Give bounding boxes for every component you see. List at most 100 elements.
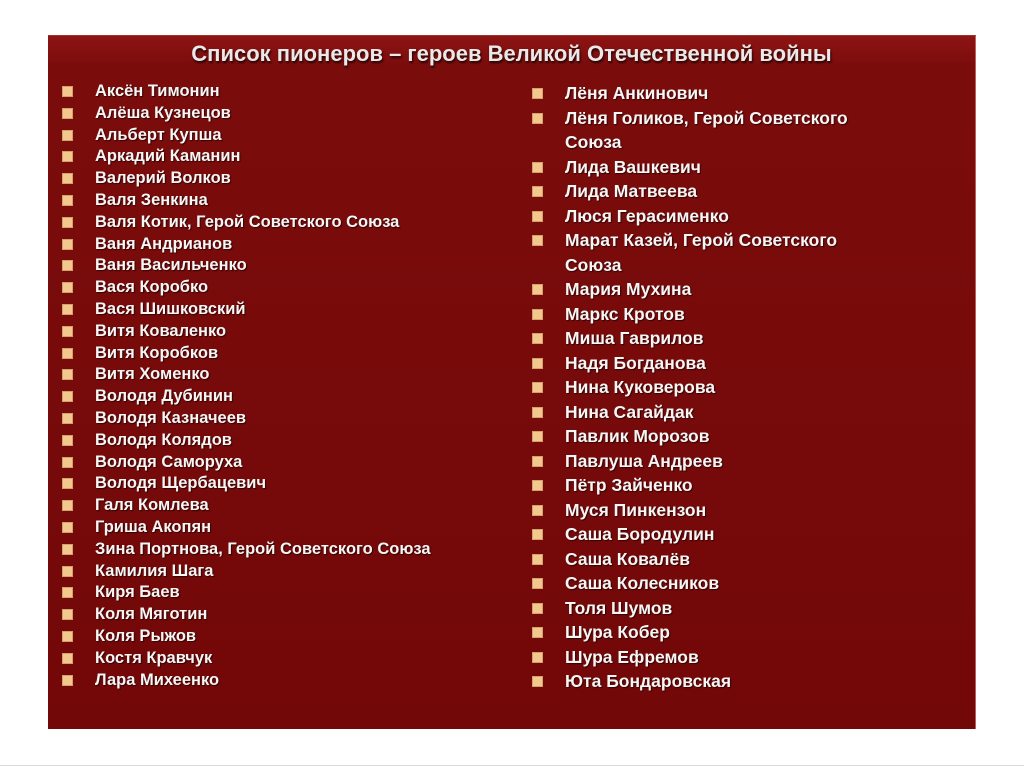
list-item: Камилия Шага <box>62 561 532 583</box>
list-item: Ваня Васильченко <box>62 255 532 277</box>
list-item: Муся Пинкензон <box>532 498 932 523</box>
pioneer-name: Вася Шишковский <box>95 299 246 318</box>
list-item: Нина Сагайдак <box>532 400 932 425</box>
square-bullet-icon <box>532 529 543 540</box>
square-bullet-icon <box>62 543 73 555</box>
pioneer-name: Муся Пинкензон <box>565 499 707 520</box>
pioneer-name: Володя Колядов <box>95 430 232 449</box>
pioneer-list-left: Аксён Тимонин Алёша Кузнецов Альберт Куп… <box>62 81 532 694</box>
pioneer-name: Саша Ковалёв <box>565 548 691 569</box>
pioneer-name: Нина Куковерова <box>565 377 716 397</box>
list-item: Зина Портнова, Герой Советского Союза <box>62 539 532 561</box>
square-bullet-icon <box>532 112 543 124</box>
square-bullet-icon <box>62 652 73 664</box>
list-item: Шура Ефремов <box>532 645 932 670</box>
square-bullet-icon <box>62 347 73 359</box>
pioneer-name: Люся Герасименко <box>565 205 729 226</box>
list-item: Володя Щербацевич <box>62 473 532 495</box>
pioneer-name: Лёня Голиков, Герой Советского Союза <box>565 107 848 153</box>
pioneer-name: Юта Бондаровская <box>565 671 732 691</box>
pioneer-list-right: Лёня Анкинович Лёня Голиков, Герой Совет… <box>532 81 932 694</box>
pioneer-name: Лида Матвеева <box>565 181 698 201</box>
pioneer-name: Альберт Купша <box>95 125 222 144</box>
list-item: Володя Колядов <box>62 430 532 452</box>
square-bullet-icon <box>532 235 543 246</box>
square-bullet-icon <box>62 369 73 381</box>
square-bullet-icon <box>62 521 73 533</box>
pioneer-name: Толя Шумов <box>565 597 673 618</box>
square-bullet-icon <box>532 284 543 295</box>
pioneer-name: Ваня Васильченко <box>95 256 247 275</box>
list-item: Саша Бородулин <box>532 522 932 547</box>
square-bullet-icon <box>62 173 73 185</box>
list-item: Лара Михеенко <box>62 670 532 692</box>
list-item: Саша Ковалёв <box>532 547 932 572</box>
pioneer-name: Маркс Кротов <box>565 303 685 324</box>
square-bullet-icon <box>532 357 543 369</box>
square-bullet-icon <box>532 161 543 173</box>
square-bullet-icon <box>532 333 543 344</box>
square-bullet-icon <box>62 216 73 228</box>
square-bullet-icon <box>62 194 73 206</box>
square-bullet-icon <box>532 480 543 491</box>
square-bullet-icon <box>532 578 543 589</box>
pioneer-name: Павлуша Андреев <box>565 450 723 471</box>
list-item: Пётр Зайченко <box>532 473 932 498</box>
pioneer-name: Зина Портнова, Герой Советского Союза <box>95 539 431 558</box>
list-item: Витя Хоменко <box>62 364 532 386</box>
list-item: Миша Гаврилов <box>532 326 932 351</box>
list-item: Вася Шишковский <box>62 299 532 321</box>
pioneer-name: Лида Вашкевич <box>565 156 701 177</box>
pioneer-name: Володя Казначеев <box>95 408 247 427</box>
square-bullet-icon <box>62 260 73 272</box>
square-bullet-icon <box>532 431 543 442</box>
list-item: Коля Мяготин <box>62 604 532 626</box>
list-item: Марат Казей, Герой Советского Союза <box>532 228 932 277</box>
pioneer-name: Галя Комлева <box>95 496 209 515</box>
list-item: Лида Вашкевич <box>532 155 932 180</box>
list-item: Маркс Кротов <box>532 302 932 327</box>
square-bullet-icon <box>62 500 73 512</box>
pioneer-name: Вася Коробко <box>95 278 209 297</box>
list-item: Валя Зенкина <box>62 190 532 212</box>
pioneer-name: Валя Котик, Герой Советского Союза <box>95 212 400 231</box>
pioneer-name: Валерий Волков <box>95 169 231 188</box>
list-item: Толя Шумов <box>532 596 932 621</box>
square-bullet-icon <box>62 630 73 642</box>
square-bullet-icon <box>532 186 543 197</box>
square-bullet-icon <box>62 565 73 577</box>
pioneer-name: Алёша Кузнецов <box>95 103 231 122</box>
pioneer-name: Коля Рыжов <box>95 626 197 645</box>
pioneer-name: Пётр Зайченко <box>565 475 693 495</box>
square-bullet-icon <box>532 382 543 393</box>
list-item: Нина Куковерова <box>532 375 932 400</box>
pioneer-name: Нина Сагайдак <box>565 401 694 422</box>
square-bullet-icon <box>62 391 73 403</box>
list-item: Шура Кобер <box>532 620 932 645</box>
pioneer-name: Володя Саморуха <box>95 452 243 471</box>
list-item: Володя Казначеев <box>62 408 532 430</box>
list-item: Лёня Анкинович <box>532 81 932 106</box>
square-bullet-icon <box>62 412 73 424</box>
square-bullet-icon <box>62 434 73 446</box>
pioneer-name: Лёня Анкинович <box>565 83 709 103</box>
slide: Список пионеров – героев Великой Отечест… <box>48 35 976 729</box>
pioneer-name: Надя Богданова <box>565 352 706 373</box>
pioneer-name: Ваня Андрианов <box>95 234 233 253</box>
square-bullet-icon <box>62 478 73 490</box>
square-bullet-icon <box>532 651 543 663</box>
list-item: Володя Саморуха <box>62 452 532 474</box>
pioneer-name: Коля Мяготин <box>95 605 208 624</box>
list-item: Лида Матвеева <box>532 179 932 204</box>
pioneer-name: Мария Мухина <box>565 279 692 299</box>
square-bullet-icon <box>62 609 73 621</box>
square-bullet-icon <box>62 282 73 294</box>
bottom-divider <box>0 765 1024 766</box>
list-item: Лёня Голиков, Герой Советского Союза <box>532 106 932 155</box>
square-bullet-icon <box>62 151 73 163</box>
list-item: Люся Герасименко <box>532 204 932 229</box>
pioneer-name: Павлик Морозов <box>565 426 710 446</box>
square-bullet-icon <box>62 456 73 468</box>
pioneer-name: Костя Кравчук <box>95 648 213 667</box>
